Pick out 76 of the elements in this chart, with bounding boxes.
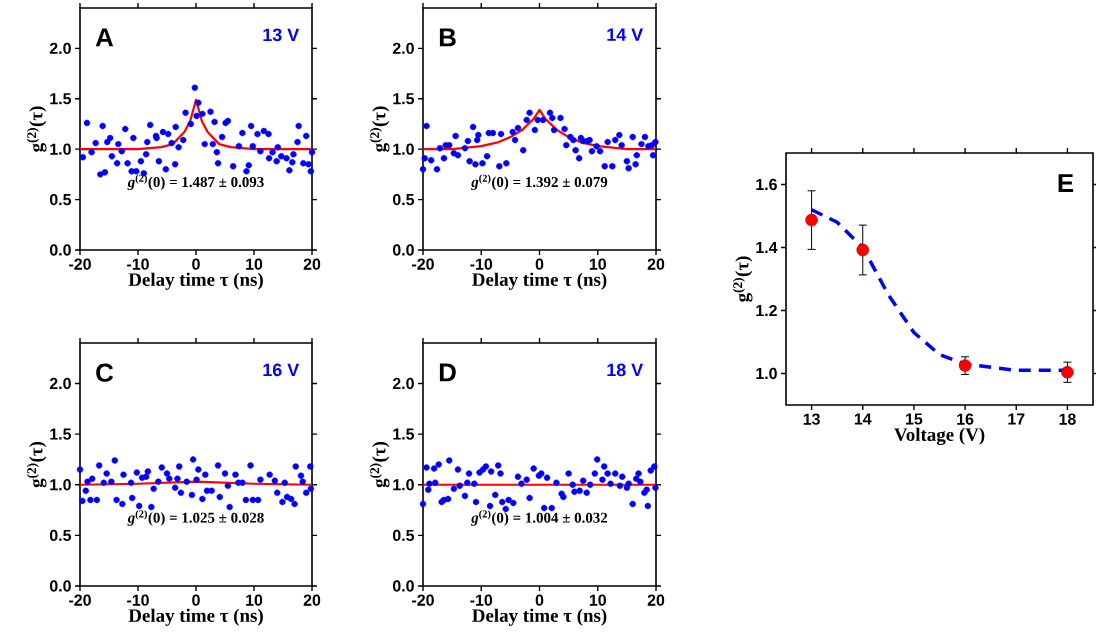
y-tick-label: 0.5: [392, 193, 415, 206]
y-tick-label: 2.0: [49, 377, 71, 390]
annotation: 13 V: [263, 28, 300, 42]
x-tick-label: 20: [647, 258, 665, 270]
y-tick-label: 1.5: [50, 428, 72, 440]
y-tick-label: 0.0: [392, 580, 414, 592]
annotation: B: [439, 28, 456, 47]
y-tick-label: 2.0: [392, 42, 414, 54]
x-tick-label: 20: [303, 258, 321, 270]
x-tick-label: -20: [412, 258, 434, 270]
x-tick-label: -10: [127, 594, 149, 606]
annotation: g$^{(2)}$(0) = 1.487 ± 0.093: [127, 174, 264, 191]
x-tick-label: -10: [470, 258, 493, 270]
y-tick-label: 0.0: [49, 580, 71, 592]
y-axis-title: g$^{(2)}$(τ): [369, 441, 390, 488]
x-tick-label: -20: [69, 258, 91, 270]
x-tick-label: 0: [535, 258, 544, 270]
x-tick-label: 15: [906, 413, 923, 425]
x-tick-label: 10: [246, 258, 263, 270]
annotation: 16 V: [263, 363, 300, 377]
y-tick-label: 1.0: [50, 479, 71, 491]
y-tick-label: 1.0: [50, 143, 71, 155]
annotation: g$^{(2)}$(0) = 1.025 ± 0.028: [127, 510, 264, 526]
x-tick-label: -10: [470, 594, 493, 606]
x-tick-label: 18: [1059, 413, 1076, 425]
y-tick-label: 1.0: [393, 143, 414, 155]
x-tick-label: 16: [957, 413, 974, 425]
annotation: D: [439, 363, 456, 382]
x-tick-label: 0: [192, 258, 200, 270]
annotation: A: [95, 28, 114, 47]
x-tick-label: 20: [303, 594, 321, 606]
point: [805, 213, 818, 227]
y-tick-label: 1.0: [393, 479, 414, 491]
y-tick-label: 1.5: [50, 93, 72, 105]
annotation: 14 V: [607, 28, 644, 41]
annotation: 18 V: [607, 363, 644, 377]
y-axis-title: g$^{(2)}$(τ): [26, 441, 47, 488]
y-tick-label: 0.0: [392, 244, 414, 256]
x-tick-label: -20: [69, 594, 91, 606]
x-tick-label: -10: [127, 258, 149, 270]
x-axis-title: Voltage (V): [894, 427, 985, 445]
y-tick-label: 1.2: [756, 304, 777, 317]
point: [1061, 365, 1074, 379]
annotation: g$^{(2)}$(0) = 1.392 ± 0.079: [470, 174, 608, 191]
x-tick-label: 10: [589, 594, 606, 606]
point: [856, 243, 870, 257]
y-tick-label: 1.5: [393, 428, 415, 440]
y-tick-label: 0.5: [49, 193, 72, 206]
x-axis-title: Delay time τ (ns): [128, 272, 263, 290]
y-tick-label: 0.5: [392, 529, 415, 542]
x-tick-label: 0: [535, 594, 544, 606]
y-axis-title: g$^{(2)}$(τ): [369, 106, 390, 152]
x-tick-label: 10: [589, 258, 606, 270]
annotation: E: [1058, 174, 1074, 192]
x-tick-label: 0: [192, 594, 200, 606]
x-axis-title: Delay time τ (ns): [472, 272, 607, 290]
x-axis-title: Delay time τ (ns): [472, 608, 607, 626]
x-tick-label: -20: [412, 594, 434, 606]
y-axis-title: g$^{(2)}$(τ): [26, 106, 47, 152]
x-tick-label: 13: [803, 413, 820, 425]
x-tick-label: 17: [1008, 413, 1025, 425]
x-tick-label: 20: [647, 594, 665, 606]
y-tick-label: 0.0: [49, 244, 71, 256]
x-tick-label: 14: [854, 413, 872, 425]
y-tick-label: 2.0: [49, 42, 71, 54]
y-tick-label: 0.5: [49, 529, 72, 542]
annotation: C: [96, 363, 114, 382]
annotation: g$^{(2)}$(0) = 1.004 ± 0.032: [470, 510, 608, 526]
y-tick-label: 2.0: [392, 377, 414, 390]
y-tick-label: 1.0: [756, 367, 777, 380]
y-tick-label: 1.5: [393, 93, 415, 105]
y-tick-label: 1.6: [756, 178, 777, 191]
x-axis-title: Delay time τ (ns): [128, 608, 263, 626]
x-tick-label: 10: [246, 594, 263, 606]
y-tick-label: 1.4: [756, 242, 778, 253]
y-axis-title: g$^{(2)}$(τ): [732, 256, 753, 302]
